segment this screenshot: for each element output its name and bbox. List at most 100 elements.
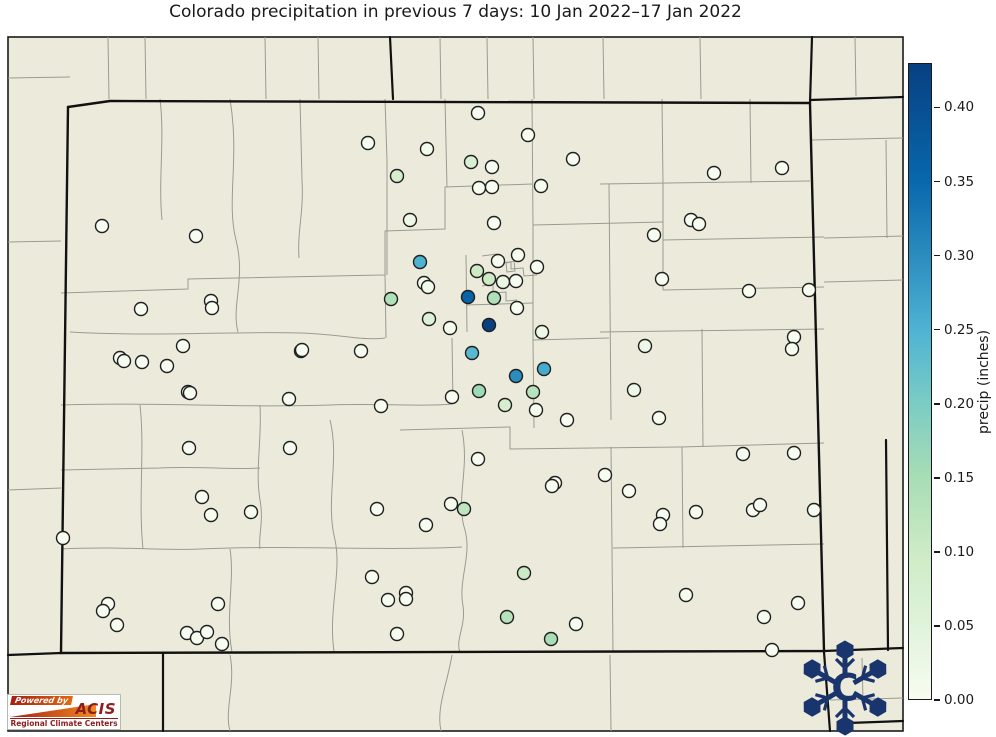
- station-point: [389, 168, 405, 184]
- station-point: [495, 274, 511, 290]
- station-point: [460, 289, 476, 305]
- station-point: [508, 273, 524, 289]
- station-point: [565, 151, 581, 167]
- station-point: [55, 530, 71, 546]
- station-point: [626, 382, 642, 398]
- station-point: [534, 324, 550, 340]
- station-point: [188, 228, 204, 244]
- station-point: [533, 178, 549, 194]
- station-point: [756, 609, 772, 625]
- station-point: [637, 338, 653, 354]
- station-point: [463, 154, 479, 170]
- station-point: [418, 517, 434, 533]
- station-point: [790, 595, 806, 611]
- station-point: [95, 603, 111, 619]
- station-point: [706, 165, 722, 181]
- station-point: [443, 496, 459, 512]
- station-point: [419, 141, 435, 157]
- station-point: [94, 218, 110, 234]
- station-point: [486, 290, 502, 306]
- acis-powered-by-text: Powered by: [10, 696, 73, 705]
- state-borders: [6, 35, 905, 733]
- colorbar-tick: [934, 254, 940, 257]
- station-point: [353, 343, 369, 359]
- acis-subtitle-text: Regional Climate Centers: [10, 718, 118, 728]
- station-point: [621, 483, 637, 499]
- station-point: [214, 636, 230, 652]
- station-point: [364, 569, 380, 585]
- station-point: [499, 609, 515, 625]
- station-point: [481, 317, 497, 333]
- station-point: [752, 497, 768, 513]
- colorbar-tick: [934, 402, 940, 405]
- colorbar-tick: [934, 476, 940, 479]
- colorbar-tick: [934, 625, 940, 627]
- station-point: [786, 445, 802, 461]
- station-point: [525, 384, 541, 400]
- station-point: [133, 301, 149, 317]
- station-point: [456, 501, 472, 517]
- station-point: [389, 626, 405, 642]
- station-point: [464, 345, 480, 361]
- station-point: [421, 311, 437, 327]
- station-point: [116, 353, 132, 369]
- colorbar-axis-label: precip (inches): [976, 329, 992, 434]
- station-point: [471, 383, 487, 399]
- station-point: [159, 358, 175, 374]
- station-points-layer: [55, 105, 822, 658]
- page-title: Colorado precipitation in previous 7 day…: [169, 2, 742, 22]
- colorbar-tick: [934, 106, 940, 109]
- station-point: [398, 591, 414, 607]
- station-point: [281, 391, 297, 407]
- snowflake-arms: [803, 640, 887, 736]
- colorbar-tick-label: 0.40: [944, 99, 975, 116]
- station-point: [481, 271, 497, 287]
- colorbar-tick-label: 0.20: [944, 395, 975, 412]
- station-point: [688, 504, 704, 520]
- colorbar-tick-label: 0.00: [944, 692, 975, 708]
- station-point: [203, 507, 219, 523]
- station-point: [470, 451, 486, 467]
- station-point: [420, 279, 436, 295]
- station-point: [543, 631, 559, 647]
- station-point: [510, 247, 526, 263]
- station-point: [536, 361, 552, 377]
- acis-name-text: ACIS: [75, 700, 116, 718]
- station-point: [175, 338, 191, 354]
- station-point: [801, 282, 817, 298]
- colorbar-tick-label: 0.15: [944, 469, 975, 486]
- cocorahs-snowflake-icon: C: [803, 640, 887, 736]
- station-point: [528, 402, 544, 418]
- colorbar-tick-label: 0.30: [944, 247, 975, 264]
- station-point: [243, 504, 259, 520]
- station-point: [516, 565, 532, 581]
- station-point: [544, 478, 560, 494]
- station-point: [470, 105, 486, 121]
- station-point: [691, 216, 707, 232]
- station-point: [181, 440, 197, 456]
- station-point: [774, 160, 790, 176]
- station-point: [442, 320, 458, 336]
- colorado-outline: [59, 99, 826, 655]
- map-frame: [7, 36, 904, 732]
- county-lines: [7, 36, 904, 732]
- station-point: [484, 159, 500, 175]
- station-point: [652, 516, 668, 532]
- station-point: [654, 271, 670, 287]
- colorbar-tick: [934, 551, 940, 553]
- station-point: [360, 135, 376, 151]
- station-point: [568, 616, 584, 632]
- station-point: [651, 410, 667, 426]
- station-point: [646, 227, 662, 243]
- station-point: [373, 398, 389, 414]
- station-point: [412, 254, 428, 270]
- station-point: [469, 263, 485, 279]
- station-point: [282, 440, 298, 456]
- station-point: [597, 467, 613, 483]
- station-point: [735, 446, 751, 462]
- station-point: [486, 215, 502, 231]
- snowflake-center-letter: C: [831, 667, 858, 710]
- station-point: [380, 592, 396, 608]
- station-point: [484, 179, 500, 195]
- station-point: [559, 412, 575, 428]
